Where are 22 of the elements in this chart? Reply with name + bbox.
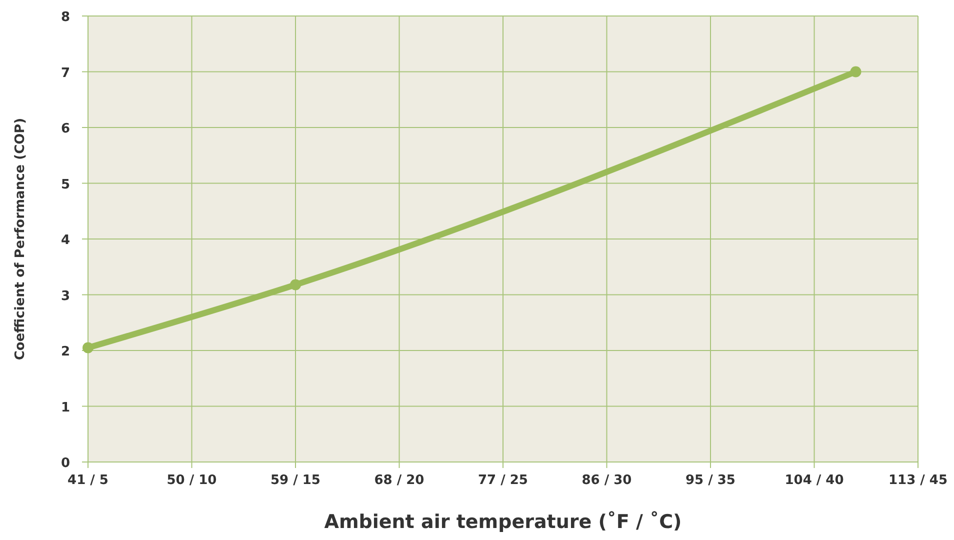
point [850, 66, 862, 78]
y-tick-label: 7 [60, 66, 70, 81]
x-tick-label: 113 / 45 [888, 473, 948, 488]
y-tick-label: 5 [60, 177, 70, 192]
y-tick-label: 8 [60, 10, 70, 25]
x-tick-label: 41 / 5 [68, 473, 108, 488]
y-tick-label: 2 [60, 344, 70, 360]
x-tick-label: 77 / 25 [478, 473, 528, 488]
y-tick-label: 3 [60, 288, 70, 304]
point [290, 279, 301, 290]
y-tick-label: 6 [60, 122, 70, 136]
y-axis-title: Coefficient of Performance (COP) [13, 118, 28, 360]
x-tick-label: 59 / 15 [270, 473, 320, 488]
x-tick-label: 86 / 30 [582, 473, 632, 488]
x-tick-label: 95 / 35 [686, 473, 736, 488]
x-tick-label: 68 / 20 [374, 473, 424, 488]
x-tick-label: 50 / 10 [166, 473, 217, 488]
y-tick-label: 1 [60, 400, 70, 416]
y-tick-label: 4 [60, 233, 70, 248]
y-tick-label: 0 [60, 456, 70, 471]
x-axis-title: Ambient air temperature (˚F / ˚C) [324, 511, 682, 533]
x-tick-label: 104 / 40 [784, 473, 844, 488]
